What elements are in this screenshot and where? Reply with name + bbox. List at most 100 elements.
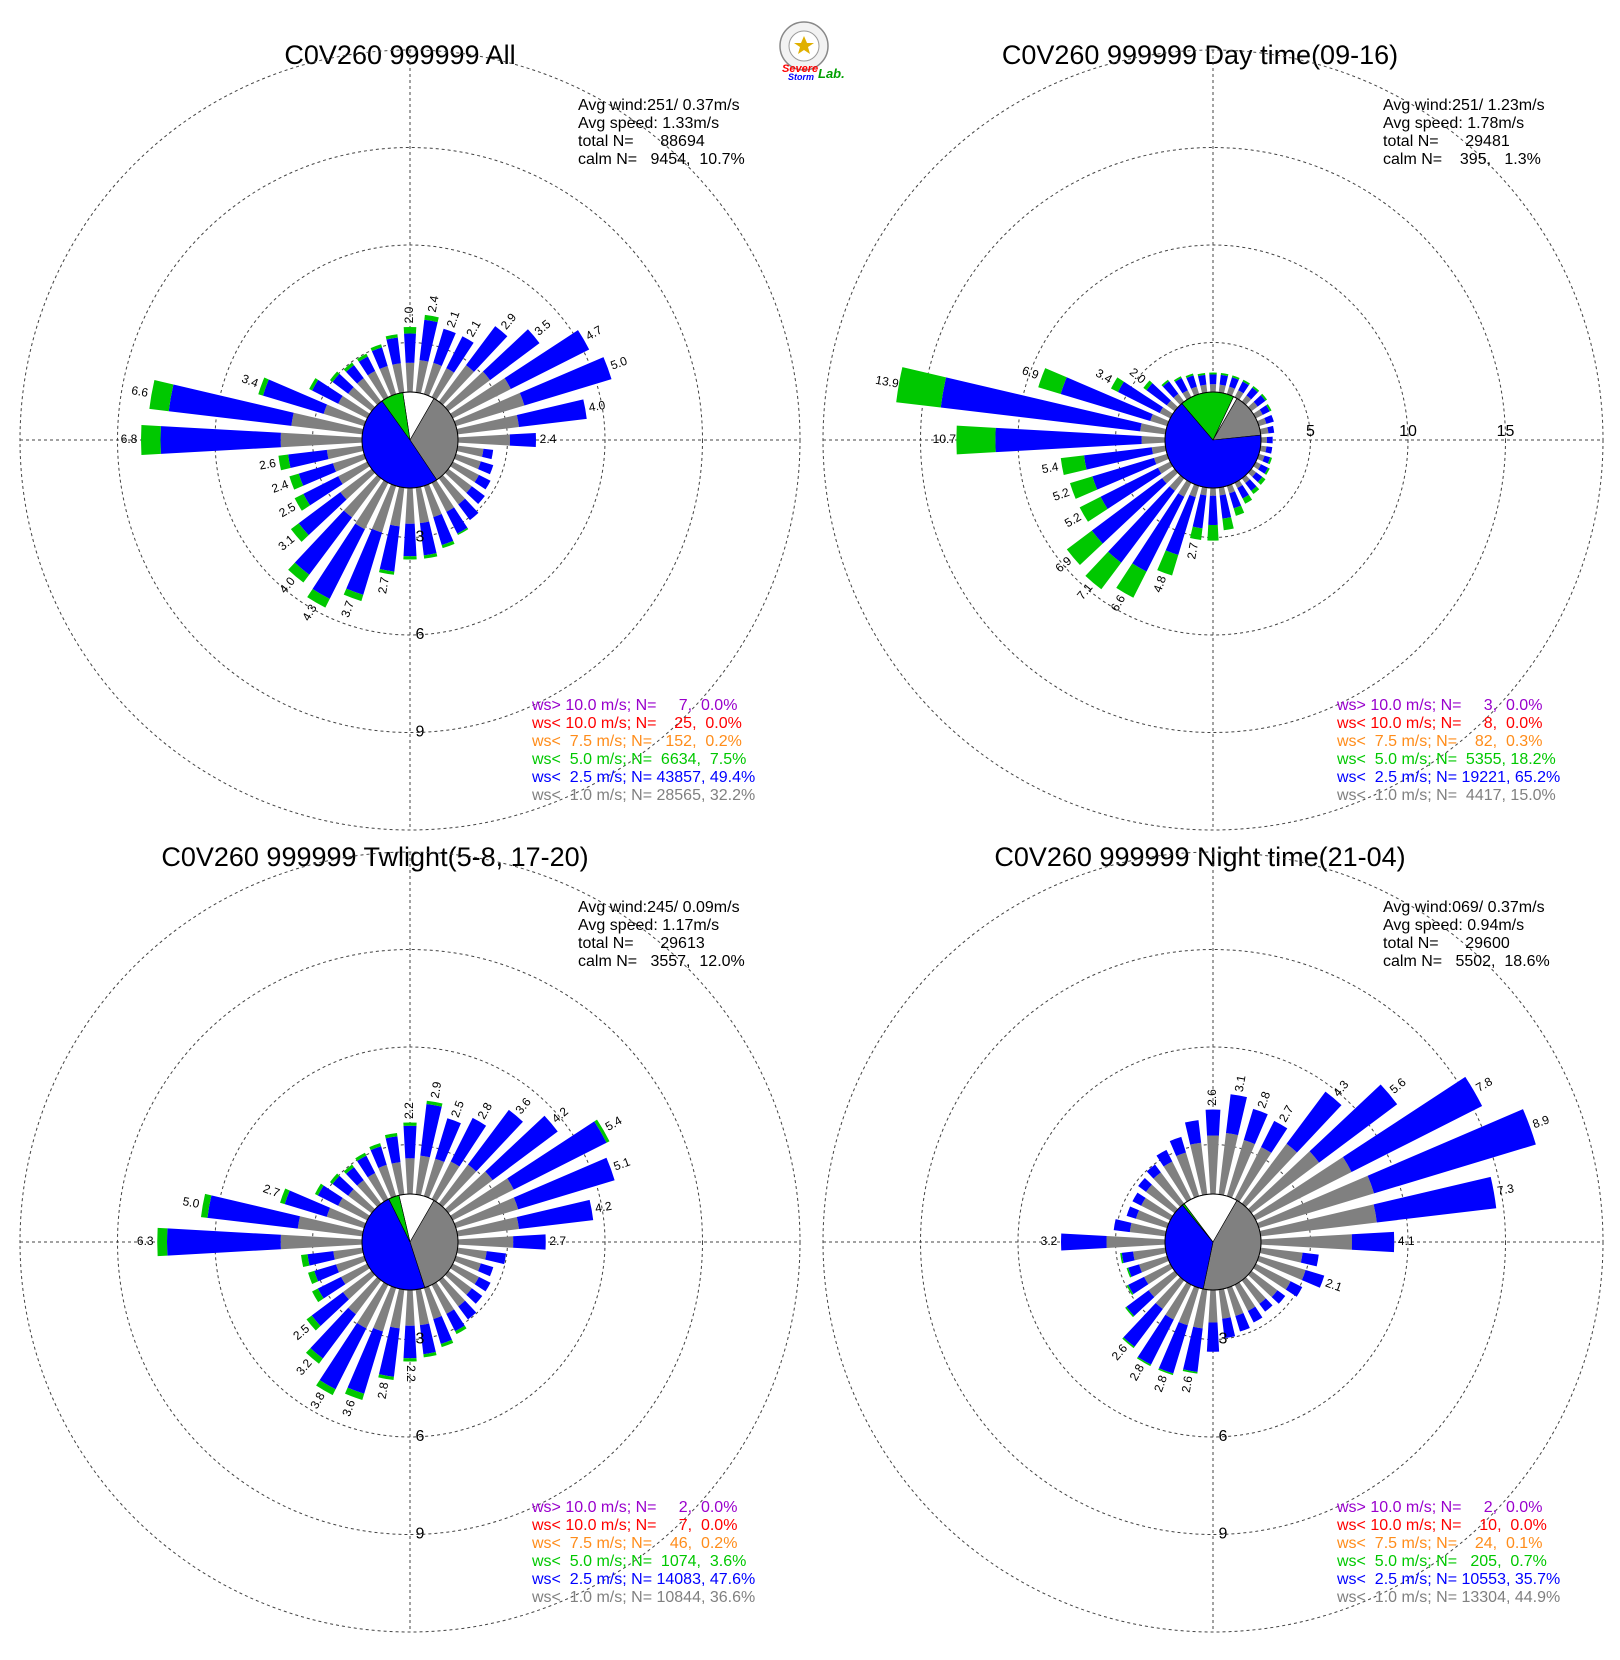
wind-bar-segment (1225, 1094, 1247, 1136)
wind-bar-segment (474, 474, 491, 490)
wind-bar-segment (446, 336, 474, 373)
bar-label: 8.9 (1531, 1112, 1552, 1131)
wind-bar-segment (355, 480, 389, 530)
bar-label: 2.5 (277, 500, 299, 521)
lab-logo: Severe Storm Lab. (779, 21, 845, 82)
wind-bar-segment (423, 1158, 445, 1198)
wind-bar-segment (378, 1164, 397, 1198)
wind-bar-segment (301, 1254, 310, 1268)
wind-bar-segment (1264, 467, 1270, 475)
wind-bar-segment (1079, 496, 1108, 522)
wind-bar-segment (1252, 472, 1263, 483)
wind-bar-segment (420, 1103, 442, 1158)
bar-label: 4.7 (583, 323, 605, 344)
wind-bar-segment (423, 362, 442, 396)
legend-entry: ws< 10.0 m/s; N= 7, 0.0% (531, 1517, 737, 1534)
wind-bar-segment (390, 486, 405, 527)
bar-label: 6.6 (1108, 592, 1129, 614)
bar-label: 6.6 (130, 383, 149, 400)
wind-bar-segment (357, 378, 382, 406)
wind-bar-segment (1367, 1109, 1536, 1194)
wind-bar-segment (1145, 1184, 1179, 1214)
wind-bar-segment (1085, 551, 1122, 590)
wind-bar-segment (355, 1152, 367, 1162)
wind-bar-segment (357, 1282, 389, 1329)
wind-bar-segment (1241, 395, 1252, 406)
wind-rose-panel: C0V260 999999 Day time(09-16) 2.7 4.8 6.6 7.… (822, 40, 1604, 831)
wind-bar-segment (1208, 495, 1218, 526)
wind-bar-segment (1259, 445, 1267, 453)
wind-bar-segment (371, 347, 388, 369)
wind-bar-segment (457, 1236, 514, 1248)
bar-label: 5.2 (1062, 510, 1084, 531)
wind-bar-segment (405, 1289, 415, 1326)
wind-bar-segment (1209, 372, 1217, 375)
wind-bar-segment (1266, 436, 1273, 444)
wind-bar-segment (1247, 1151, 1320, 1214)
wind-bar-segment (1247, 1306, 1263, 1323)
bar-label: 5.2 (1051, 485, 1072, 504)
bar-label: 2.7 (375, 576, 392, 595)
bar-label: 2.1 (444, 309, 463, 330)
wind-bar-segment (332, 453, 366, 472)
wind-bar-segment (314, 1183, 324, 1196)
wind-bar-segment (1219, 494, 1232, 519)
wind-bar-segment (415, 486, 430, 524)
legend-entry: ws< 7.5 m/s; N= 24, 0.1% (1336, 1535, 1542, 1552)
wind-bar-segment (405, 1158, 415, 1195)
wind-bar-segment (367, 371, 389, 400)
wind-bar-segment (370, 344, 383, 352)
wind-bar-segment (415, 1155, 430, 1196)
wind-bar-segment (317, 1185, 343, 1206)
wind-bar-segment (314, 1264, 339, 1282)
wind-bar-segment (288, 449, 329, 469)
wind-bar-segment (384, 1133, 398, 1139)
ring-label: 3 (416, 1331, 425, 1348)
wind-bar-segment (474, 1276, 491, 1292)
bar-label: 3.1 (1232, 1074, 1249, 1093)
wind-bar-segment (1234, 390, 1244, 400)
wind-bar-segment (450, 1263, 479, 1285)
wind-bar-segment (1259, 1204, 1377, 1237)
wind-bar-segment (1218, 1288, 1231, 1319)
wind-bar-segment (341, 1263, 370, 1285)
wind-bar-segment (450, 461, 479, 483)
bar-label: 4.2 (549, 1104, 571, 1126)
pie-outline (361, 1193, 459, 1291)
bar-label: 4.1 (1398, 1234, 1415, 1248)
wind-bar-segment (1159, 407, 1173, 419)
wind-bar-segment (513, 1157, 615, 1210)
wind-bar-segment (298, 492, 347, 536)
legend-entry: ws< 5.0 m/s; N= 5355, 18.2% (1336, 751, 1556, 768)
wind-bar-segment (956, 425, 996, 455)
bar-label: 5.4 (603, 1113, 625, 1134)
stats-line: calm N= 9454, 10.7% (578, 151, 745, 168)
wind-bar-segment (347, 1327, 383, 1394)
wind-bar-segment (896, 367, 947, 408)
wind-bar-segment (467, 1109, 523, 1172)
wind-bar-segment (438, 474, 466, 505)
bar-label: 3.2 (293, 1356, 315, 1378)
wind-bar-segment (478, 1263, 494, 1277)
wind-bar-segment (1262, 455, 1271, 464)
bar-label: 7.3 (1496, 1181, 1515, 1198)
wind-bar-segment (1184, 1120, 1202, 1145)
wind-bar-segment (1146, 383, 1171, 406)
wind-bar-segment (1061, 1233, 1107, 1251)
wind-bar-segment (168, 384, 294, 426)
wind-bar-segment (1141, 1197, 1173, 1221)
stats-line: Avg wind:251/ 1.23m/s (1383, 97, 1545, 114)
wind-bar-segment (454, 453, 481, 470)
wind-bar-segment (332, 373, 354, 394)
wind-bar-segment (457, 527, 469, 536)
wind-bar-segment (343, 362, 354, 372)
wind-bar-segment (424, 314, 439, 323)
wind-bar-segment (426, 1100, 443, 1107)
wind-bar-segment (1301, 1269, 1325, 1288)
wind-bar-segment (291, 412, 364, 435)
wind-bar-segment (326, 1207, 366, 1229)
wind-bar-segment (390, 1288, 405, 1329)
wind-bar-segment (444, 1171, 493, 1214)
bar-label: 7.8 (1473, 1074, 1495, 1095)
